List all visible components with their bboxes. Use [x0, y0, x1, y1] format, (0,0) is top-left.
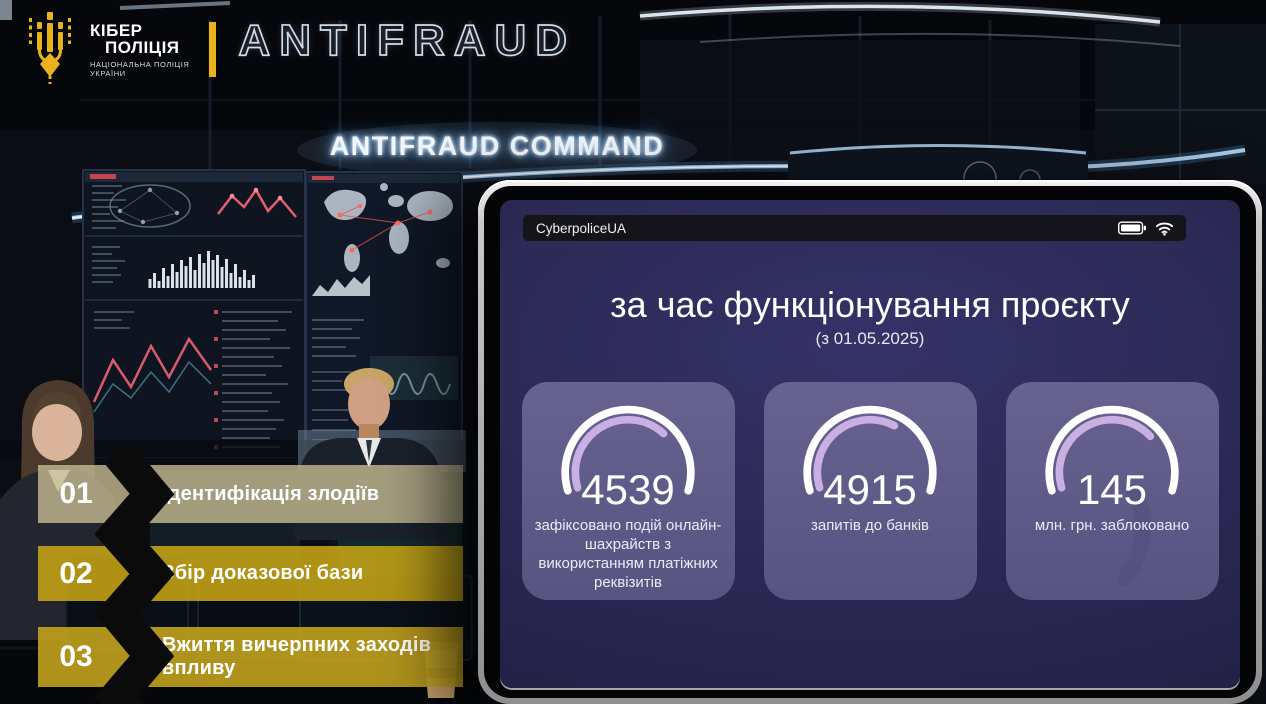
- screen-title: за час функціонування проєкту: [610, 284, 1130, 325]
- battery-icon: [1118, 221, 1146, 235]
- stat-cards: 4539 зафіксовано подій онлайн-шахрайств …: [500, 382, 1240, 600]
- logo-subtitle-line1: НАЦІОНАЛЬНА ПОЛІЦІЯ: [90, 60, 190, 69]
- gold-separator-bar: [209, 22, 217, 77]
- chevron-zigzag-ribbon: [94, 444, 175, 704]
- step-number: 01: [59, 477, 93, 510]
- brand-header: КІБЕР ПОЛІЦІЯ НАЦІОНАЛЬНА ПОЛІЦІЯ УКРАЇН…: [22, 8, 576, 86]
- stat-caption: запитів до банків: [810, 517, 930, 535]
- gauge-chart: [1045, 405, 1179, 495]
- logo-title-line2: ПОЛІЦІЯ: [105, 38, 180, 57]
- cyberpolice-trident-logo-icon: [29, 12, 71, 84]
- antifraud-outline-title: ANTIFRAUD: [238, 15, 577, 66]
- step-number: 03: [59, 640, 93, 673]
- step-label: Ідентифікація злодіїв: [162, 482, 380, 505]
- stat-value: 4915: [823, 466, 917, 513]
- tablet-screen: CyberpoliceUA: [500, 200, 1240, 688]
- stat-value: 4539: [581, 466, 675, 513]
- screen-subtitle: (з 01.05.2025): [815, 329, 925, 348]
- cyberpolice-wordmark: КІБЕР ПОЛІЦІЯ НАЦІОНАЛЬНА ПОЛІЦІЯ УКРАЇН…: [90, 22, 189, 78]
- stat-card-bank-requests: 4915 запитів до банків: [763, 382, 977, 600]
- logo-subtitle-line2: УКРАЇНИ: [90, 69, 126, 78]
- step-label: Збір доказової бази: [162, 562, 364, 584]
- stat-caption: зафіксовано подій онлайн-шахрайств з вик…: [534, 517, 722, 592]
- process-step-2: 02 Збір доказової бази: [38, 546, 463, 601]
- status-bar: CyberpoliceUA: [523, 215, 1186, 241]
- logo-title-line1: КІБЕР: [90, 21, 143, 40]
- process-step-1: 01 Ідентифікація злодіїв: [38, 465, 463, 523]
- stat-card-fraud-events: 4539 зафіксовано подій онлайн-шахрайств …: [521, 382, 735, 600]
- step-number: 02: [59, 556, 93, 590]
- process-step-3: 03 Вжиття вичерпних заходів впливу: [38, 627, 463, 687]
- faded-arrow-watermark: [1117, 484, 1151, 586]
- gauge-chart: [803, 405, 937, 495]
- carrier-label: CyberpoliceUA: [536, 220, 627, 236]
- wall-sign-text: ANTIFRAUD COMMAND: [329, 131, 665, 161]
- gauge-chart: [561, 405, 695, 495]
- step-label: Вжиття вичерпних заходів впливу: [162, 634, 432, 679]
- stat-value: 145: [1076, 466, 1148, 513]
- tablet-device: CyberpoliceUA: [478, 180, 1262, 704]
- wifi-icon: [1155, 222, 1174, 236]
- stat-card-blocked-funds: 145 млн. грн. заблоковано: [1005, 382, 1219, 600]
- stat-caption: млн. грн. заблоковано: [1034, 517, 1190, 535]
